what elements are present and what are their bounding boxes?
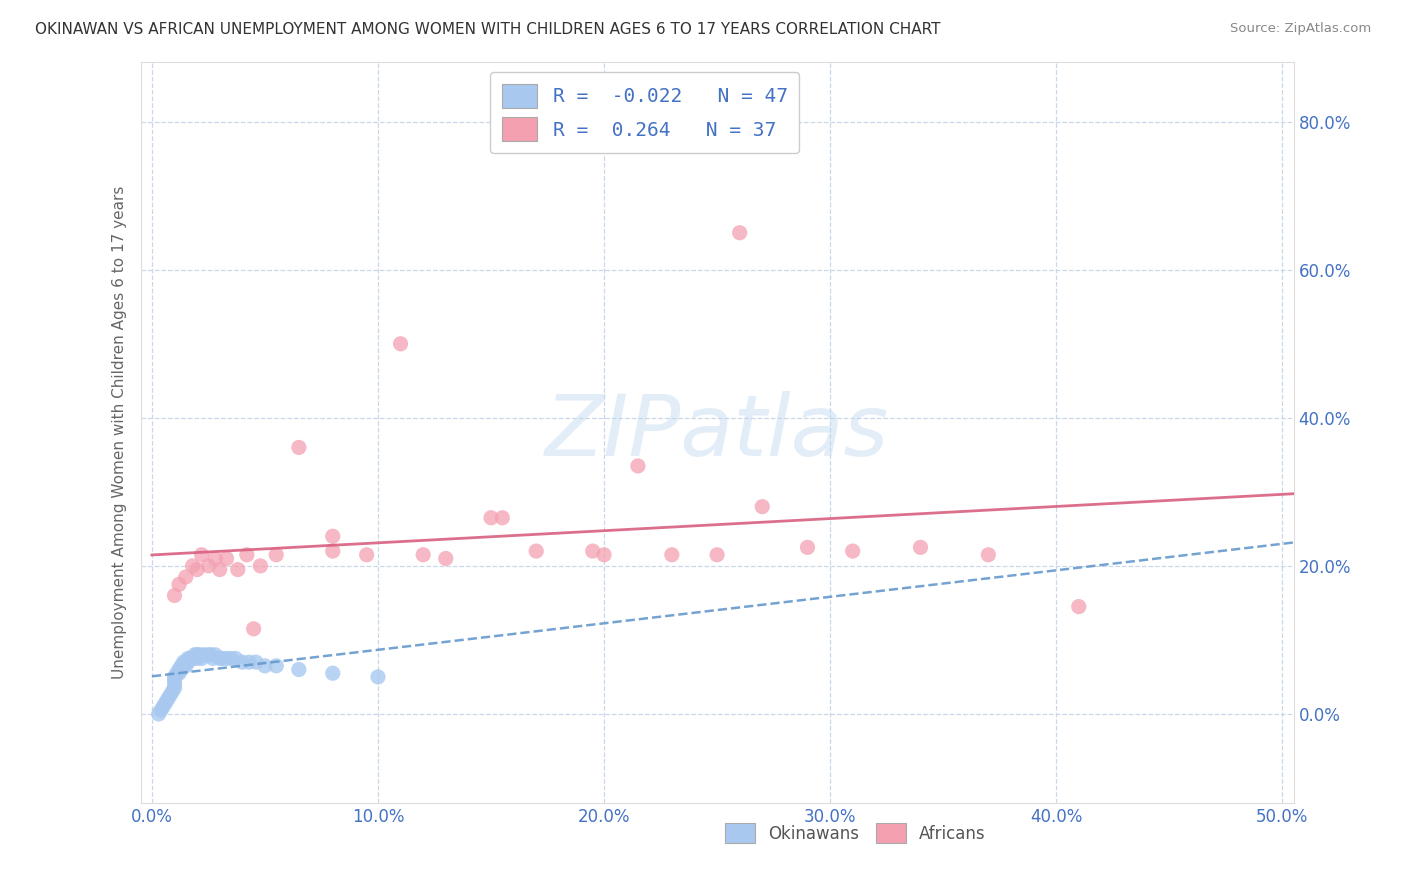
Point xyxy=(288,663,311,677)
Point xyxy=(179,651,201,665)
Point xyxy=(356,548,378,562)
Point xyxy=(204,551,226,566)
Text: ZIPatlas: ZIPatlas xyxy=(546,391,889,475)
Point xyxy=(524,544,547,558)
Point xyxy=(796,541,818,555)
Point xyxy=(582,544,605,558)
Point xyxy=(174,658,197,673)
Point xyxy=(167,577,190,591)
Point xyxy=(977,548,1000,562)
Text: Source: ZipAtlas.com: Source: ZipAtlas.com xyxy=(1230,22,1371,36)
Point xyxy=(159,689,181,703)
Point xyxy=(149,703,172,717)
Point xyxy=(841,544,863,558)
Point xyxy=(193,648,215,662)
Point xyxy=(661,548,683,562)
Point xyxy=(177,655,200,669)
Point xyxy=(170,663,193,677)
Point xyxy=(174,655,197,669)
Point xyxy=(163,681,186,695)
Point xyxy=(170,658,193,673)
Point xyxy=(434,551,457,566)
Point xyxy=(231,655,253,669)
Point xyxy=(253,658,276,673)
Legend: Okinawans, Africans: Okinawans, Africans xyxy=(718,816,993,850)
Point xyxy=(627,458,650,473)
Point xyxy=(225,651,247,665)
Point xyxy=(706,548,728,562)
Point xyxy=(162,685,184,699)
Point xyxy=(288,441,311,455)
Point xyxy=(215,551,238,566)
Point xyxy=(264,548,287,562)
Point xyxy=(200,648,222,662)
Point xyxy=(148,706,170,721)
Point xyxy=(249,558,271,573)
Point xyxy=(211,651,233,665)
Point xyxy=(167,666,190,681)
Point xyxy=(322,666,344,681)
Point xyxy=(215,651,238,665)
Point xyxy=(197,648,219,662)
Point xyxy=(491,510,513,524)
Point xyxy=(197,558,219,573)
Point xyxy=(236,548,259,562)
Point xyxy=(238,655,260,669)
Point xyxy=(184,648,207,662)
Point xyxy=(201,651,224,665)
Point xyxy=(208,563,231,577)
Point xyxy=(190,651,212,665)
Text: OKINAWAN VS AFRICAN UNEMPLOYMENT AMONG WOMEN WITH CHILDREN AGES 6 TO 17 YEARS CO: OKINAWAN VS AFRICAN UNEMPLOYMENT AMONG W… xyxy=(35,22,941,37)
Point xyxy=(181,558,204,573)
Point xyxy=(242,622,264,636)
Point xyxy=(208,651,231,665)
Point xyxy=(910,541,932,555)
Point xyxy=(163,589,186,603)
Point xyxy=(163,677,186,691)
Point xyxy=(173,658,195,673)
Point xyxy=(163,670,186,684)
Point xyxy=(226,563,249,577)
Point xyxy=(186,651,208,665)
Point xyxy=(1067,599,1090,614)
Point xyxy=(188,648,211,662)
Point xyxy=(264,658,287,673)
Point xyxy=(593,548,616,562)
Point xyxy=(173,655,195,669)
Point xyxy=(479,510,502,524)
Point xyxy=(367,670,389,684)
Point xyxy=(412,548,434,562)
Point xyxy=(166,666,188,681)
Point xyxy=(219,651,242,665)
Point xyxy=(181,651,204,665)
Point xyxy=(389,336,412,351)
Point xyxy=(163,673,186,688)
Point xyxy=(322,544,344,558)
Point xyxy=(186,563,208,577)
Point xyxy=(156,692,179,706)
Point xyxy=(152,699,174,714)
Point xyxy=(186,648,208,662)
Point xyxy=(322,529,344,543)
Point xyxy=(245,655,267,669)
Point xyxy=(204,648,226,662)
Y-axis label: Unemployment Among Women with Children Ages 6 to 17 years: Unemployment Among Women with Children A… xyxy=(111,186,127,680)
Point xyxy=(728,226,751,240)
Point xyxy=(167,663,190,677)
Point xyxy=(174,570,197,584)
Point xyxy=(190,548,212,562)
Point xyxy=(177,651,200,665)
Point xyxy=(155,696,177,710)
Point xyxy=(751,500,773,514)
